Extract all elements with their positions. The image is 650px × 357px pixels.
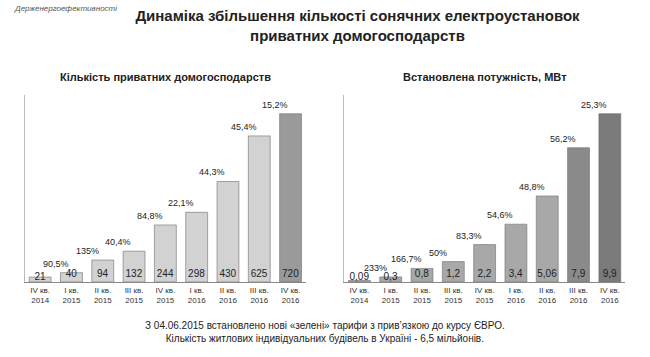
svg-text:48,8%: 48,8% <box>519 182 545 192</box>
svg-text:I кв.2016: I кв.2016 <box>188 286 206 305</box>
svg-text:84,8%: 84,8% <box>137 211 163 221</box>
svg-text:5,06: 5,06 <box>537 268 557 279</box>
svg-text:II кв.2016: II кв.2016 <box>538 286 556 305</box>
svg-text:298: 298 <box>188 268 205 279</box>
svg-text:I кв.2015: I кв.2015 <box>63 286 81 305</box>
svg-text:44,3%: 44,3% <box>199 167 225 177</box>
svg-text:III кв.2016: III кв.2016 <box>250 286 269 305</box>
svg-text:III кв.2016: III кв.2016 <box>569 286 588 305</box>
svg-text:40,4%: 40,4% <box>105 237 131 247</box>
svg-text:56,2%: 56,2% <box>550 134 576 144</box>
svg-text:15,2%: 15,2% <box>262 100 288 110</box>
svg-text:II кв.2015: II кв.2015 <box>94 286 112 305</box>
svg-text:2,2: 2,2 <box>477 268 491 279</box>
svg-text:0,09: 0,09 <box>349 271 369 282</box>
svg-text:Встановлена потужність, МВт: Встановлена потужність, МВт <box>403 71 567 83</box>
svg-text:90,5%: 90,5% <box>43 259 69 269</box>
svg-text:IV кв.2014: IV кв.2014 <box>350 286 370 305</box>
svg-text:II кв.2015: II кв.2015 <box>413 286 431 305</box>
svg-text:21: 21 <box>34 271 46 282</box>
svg-text:625: 625 <box>251 268 268 279</box>
svg-text:IV кв.2014: IV кв.2014 <box>30 286 50 305</box>
svg-text:III кв.2015: III кв.2015 <box>444 286 463 305</box>
svg-text:233%: 233% <box>364 263 387 273</box>
svg-text:166,7%: 166,7% <box>391 254 422 264</box>
svg-text:135%: 135% <box>76 246 99 256</box>
svg-text:I кв.2016: I кв.2016 <box>507 286 525 305</box>
svg-text:Держенергоефективності: Держенергоефективності <box>14 4 117 13</box>
svg-text:I кв.2015: I кв.2015 <box>382 286 400 305</box>
svg-text:0,8: 0,8 <box>415 268 429 279</box>
svg-text:132: 132 <box>126 268 143 279</box>
svg-text:IV кв.2016: IV кв.2016 <box>281 286 301 305</box>
svg-text:430: 430 <box>219 268 236 279</box>
svg-text:1,2: 1,2 <box>446 268 460 279</box>
svg-text:З 04.06.2015 встановлено нові: З 04.06.2015 встановлено нові «зелені» т… <box>145 320 505 344</box>
svg-text:83,3%: 83,3% <box>456 231 482 241</box>
svg-text:25,3%: 25,3% <box>581 100 607 110</box>
svg-text:720: 720 <box>282 268 299 279</box>
svg-text:244: 244 <box>157 268 174 279</box>
svg-text:45,4%: 45,4% <box>231 122 257 132</box>
svg-text:0,3: 0,3 <box>384 271 398 282</box>
svg-text:III кв.2015: III кв.2015 <box>125 286 144 305</box>
svg-text:IV кв.2015: IV кв.2015 <box>155 286 175 305</box>
svg-text:IV кв.2016: IV кв.2016 <box>600 286 620 305</box>
svg-text:7,9: 7,9 <box>571 268 585 279</box>
svg-text:94: 94 <box>97 268 109 279</box>
svg-text:40: 40 <box>66 268 78 279</box>
svg-text:9,9: 9,9 <box>603 268 617 279</box>
svg-text:IV кв.2015: IV кв.2015 <box>475 286 495 305</box>
svg-text:Динаміка збільшення кількості: Динаміка збільшення кількості сонячних е… <box>135 7 580 44</box>
svg-text:22,1%: 22,1% <box>168 198 194 208</box>
svg-text:3,4: 3,4 <box>509 268 523 279</box>
svg-text:II кв.2016: II кв.2016 <box>219 286 237 305</box>
svg-text:Кількість приватних домогоспод: Кількість приватних домогосподарств <box>60 71 271 83</box>
svg-text:54,6%: 54,6% <box>487 210 513 220</box>
svg-text:50%: 50% <box>429 248 447 258</box>
